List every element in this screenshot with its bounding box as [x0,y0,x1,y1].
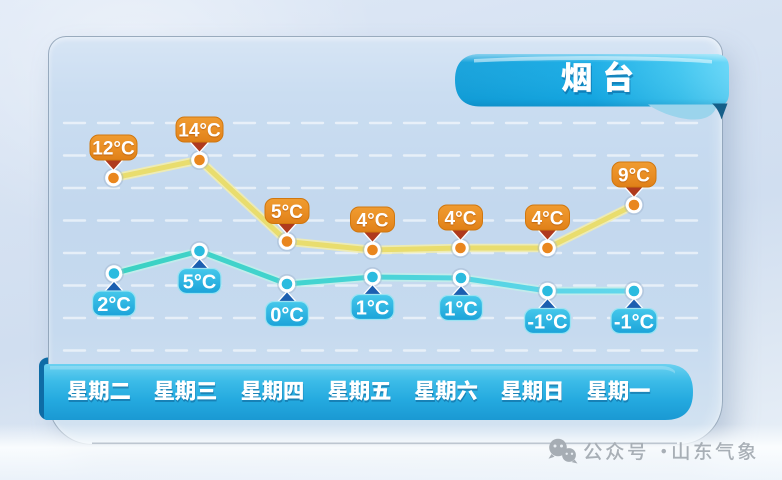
svg-text:1°C: 1°C [356,297,390,319]
svg-text:12°C: 12°C [92,139,135,160]
svg-text:4°C: 4°C [532,209,564,230]
svg-text:1°C: 1°C [444,298,478,320]
svg-text:5°C: 5°C [183,271,217,293]
svg-text:14°C: 14°C [178,121,221,142]
svg-text:4°C: 4°C [357,211,389,232]
svg-text:2°C: 2°C [97,294,131,316]
svg-text:9°C: 9°C [618,166,650,187]
svg-text:5°C: 5°C [271,202,303,223]
svg-text:0°C: 0°C [270,304,304,326]
svg-text:-1°C: -1°C [614,311,654,333]
svg-text:-1°C: -1°C [527,311,567,333]
svg-text:4°C: 4°C [445,209,477,230]
